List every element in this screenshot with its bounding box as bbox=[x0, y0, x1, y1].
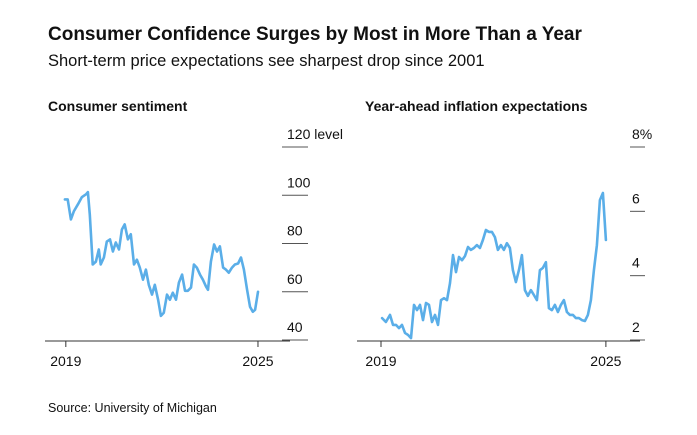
x-tick-label: 2019 bbox=[365, 353, 396, 369]
y-tick-label: 2 bbox=[632, 319, 640, 335]
x-tick-label: 2025 bbox=[590, 353, 621, 369]
y-tick-label: 4 bbox=[632, 255, 640, 271]
chart-title: Year-ahead inflation expectations bbox=[365, 98, 588, 114]
data-line bbox=[380, 191, 608, 340]
y-tick-label: 6 bbox=[632, 190, 640, 206]
y-tick-label: 100 bbox=[287, 174, 311, 190]
y-tick-label: 60 bbox=[287, 271, 303, 287]
x-tick-label: 2019 bbox=[50, 353, 81, 369]
chart-title: Consumer sentiment bbox=[48, 98, 188, 114]
title: Consumer Confidence Surges by Most in Mo… bbox=[48, 24, 582, 45]
source: Source: University of Michigan bbox=[48, 401, 217, 415]
subtitle: Short-term price expectations see sharpe… bbox=[48, 52, 485, 70]
x-tick-label: 2025 bbox=[242, 353, 273, 369]
y-tick-label: 8% bbox=[632, 126, 652, 142]
data-line bbox=[63, 190, 260, 318]
y-tick-label: 80 bbox=[287, 223, 303, 239]
y-tick-label: 120 level bbox=[287, 126, 343, 142]
y-tick-label: 40 bbox=[287, 319, 303, 335]
